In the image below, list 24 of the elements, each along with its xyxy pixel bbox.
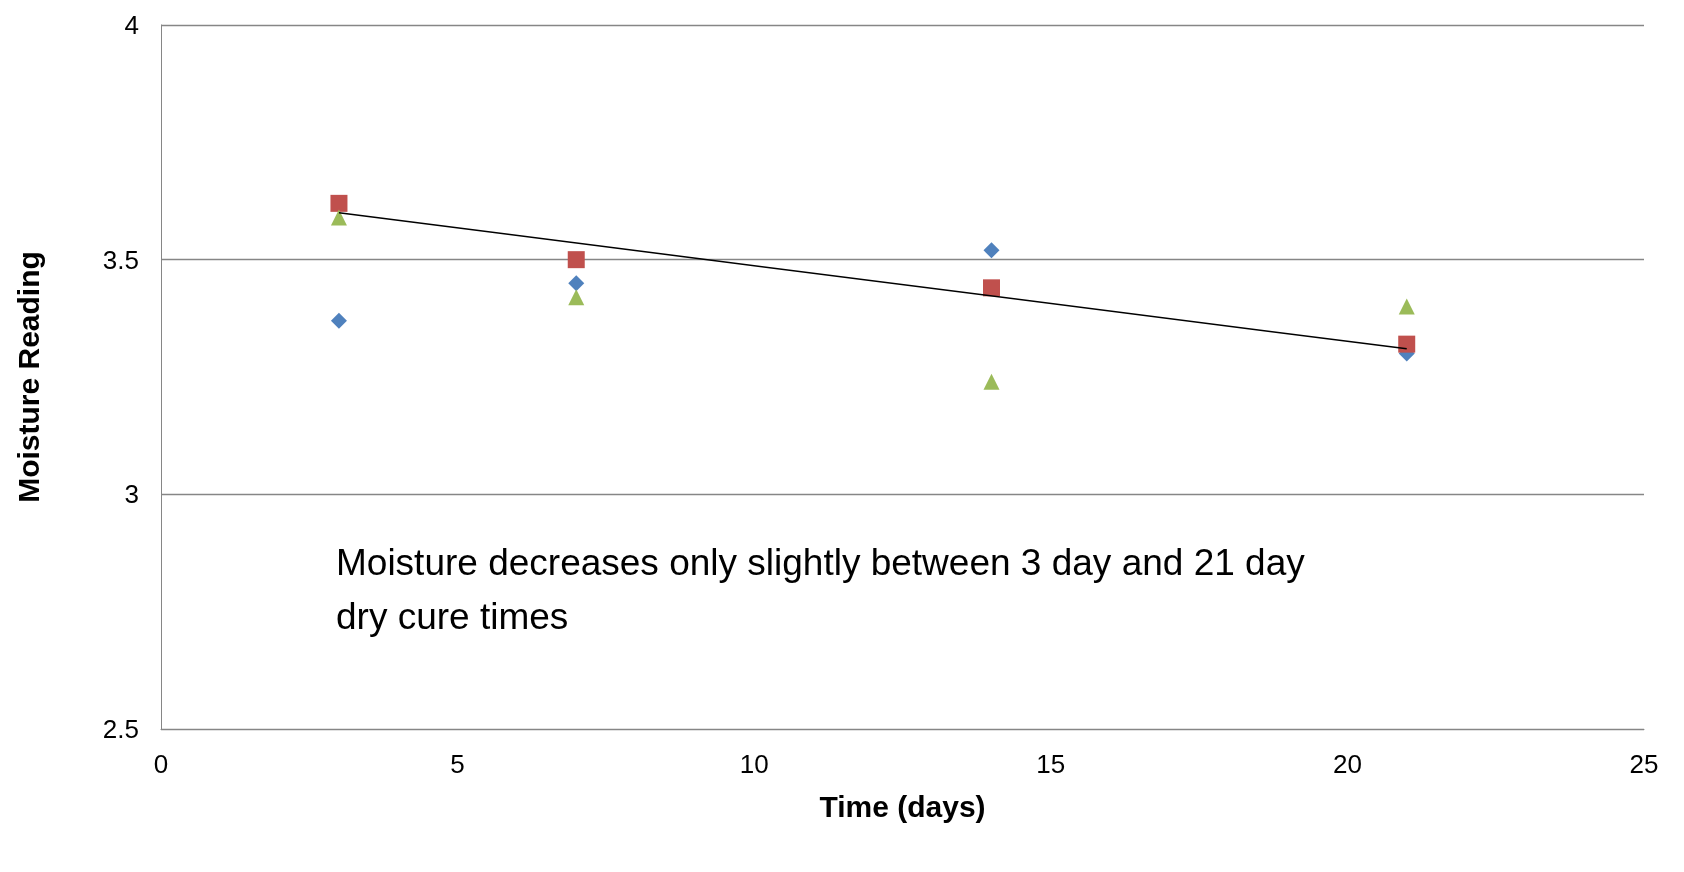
point (330, 194, 348, 212)
point (982, 279, 1000, 297)
point (567, 251, 585, 269)
point (983, 242, 1000, 259)
y-tick-label: 3.5 (102, 244, 139, 275)
y-tick-label: 2.5 (102, 714, 139, 744)
point (568, 289, 585, 306)
x-tick-label: 15 (1036, 749, 1066, 779)
x-axis-title: Time (days) (819, 789, 986, 823)
x-tick-label: 5 (450, 749, 465, 779)
point (1398, 298, 1415, 315)
x-tick-label: 25 (1629, 749, 1659, 779)
point (330, 209, 347, 226)
y-axis-title: Moisture Reading (11, 251, 45, 503)
y-tick-label: 3 (124, 479, 139, 510)
point (330, 312, 347, 329)
x-tick-label: 10 (739, 749, 769, 779)
y-tick-label: 4 (124, 10, 139, 40)
point (1398, 335, 1416, 353)
annotation: Moisture decreases only slightly between 3 day and 21 day dry cure times (336, 541, 1316, 637)
x-tick-label: 0 (153, 749, 169, 779)
point (983, 373, 1000, 390)
x-tick-label: 20 (1332, 749, 1362, 779)
point (568, 275, 585, 292)
